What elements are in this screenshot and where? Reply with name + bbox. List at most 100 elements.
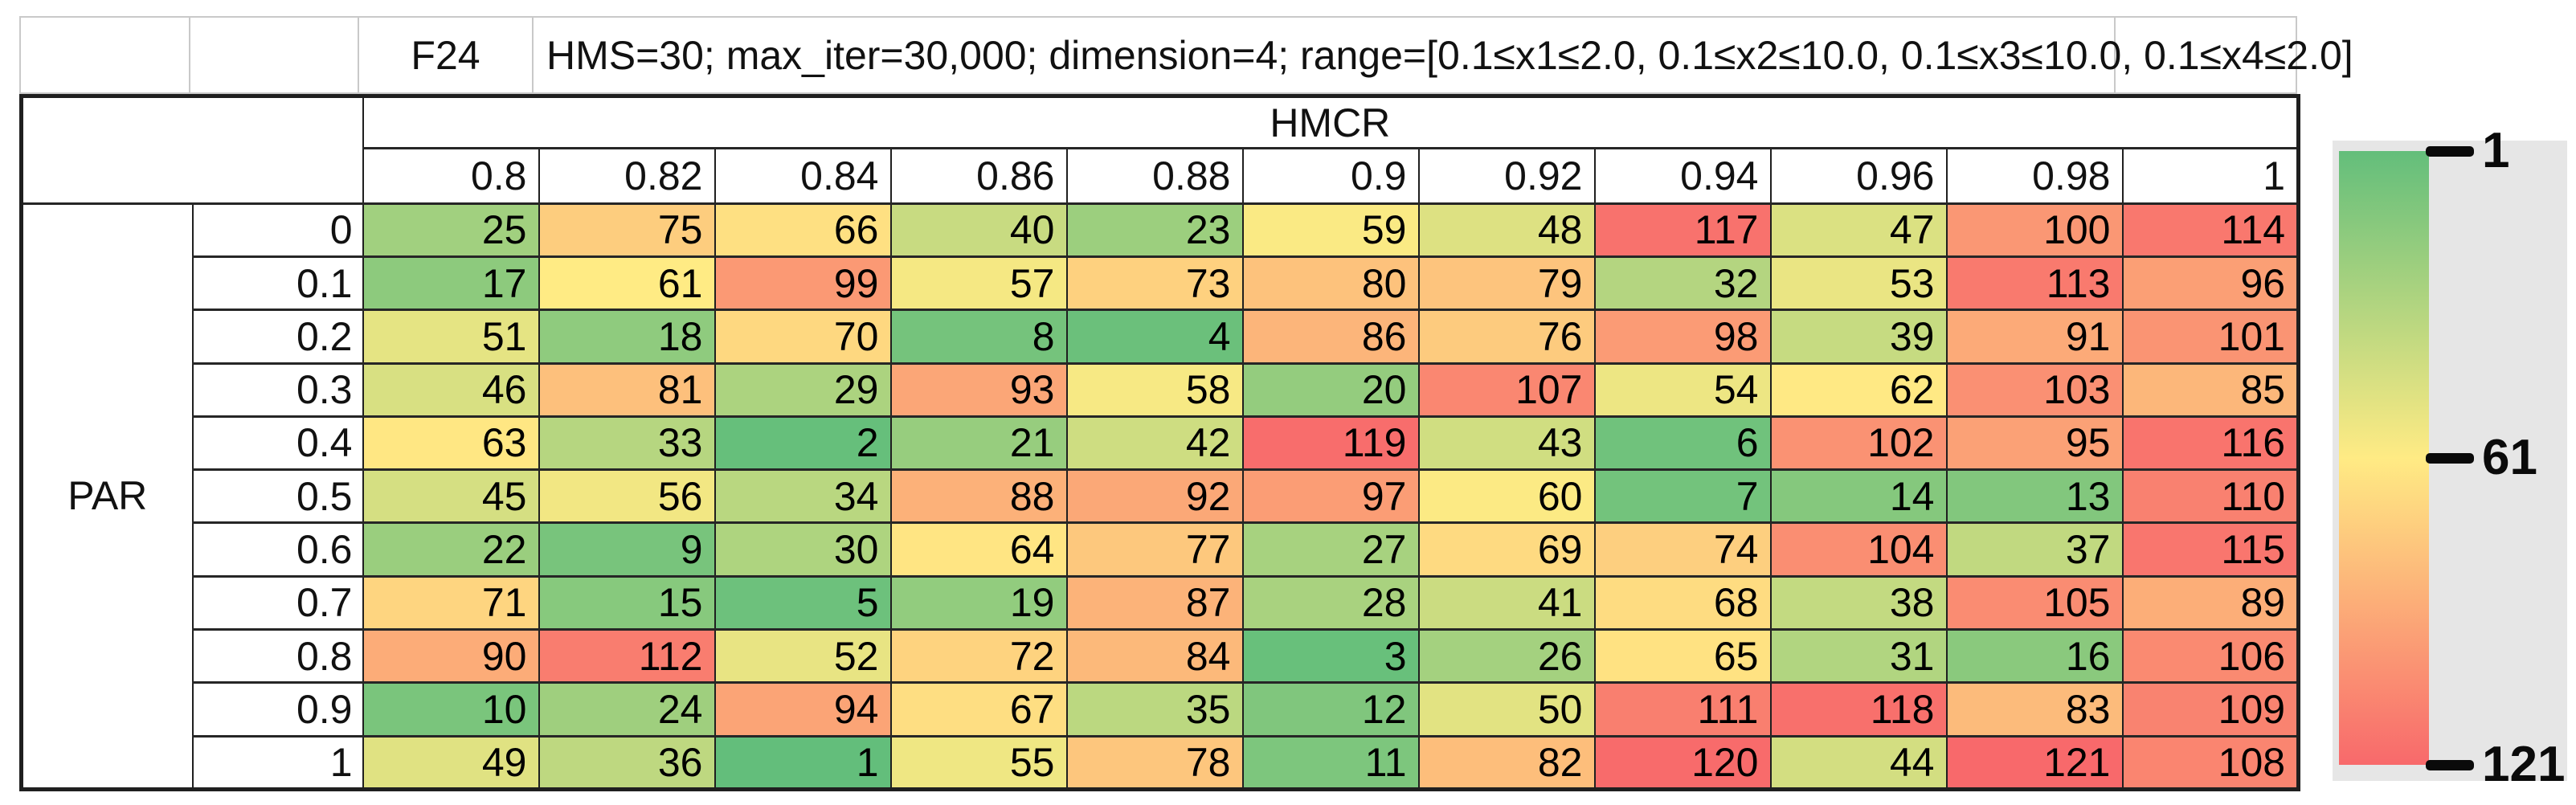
- col-header-0.94[interactable]: 0.94: [1593, 147, 1772, 205]
- heatmap-cell[interactable]: 116: [2121, 415, 2300, 472]
- heatmap-cell[interactable]: 43: [1417, 415, 1596, 472]
- corner-cell[interactable]: [20, 95, 364, 205]
- heatmap-cell[interactable]: 104: [1769, 521, 1948, 578]
- heatmap-cell[interactable]: 121: [1945, 734, 2124, 791]
- heatmap-cell[interactable]: 113: [1945, 255, 2124, 312]
- col-header-1[interactable]: 1: [2121, 147, 2300, 205]
- heatmap-cell[interactable]: 6: [1593, 415, 1772, 472]
- row-label-0.9[interactable]: 0.9: [191, 681, 364, 738]
- heatmap-cell[interactable]: 39: [1769, 309, 1948, 365]
- heatmap-cell[interactable]: 60: [1417, 468, 1596, 525]
- heatmap-cell[interactable]: 7: [1593, 468, 1772, 525]
- heatmap-cell[interactable]: 8: [889, 309, 1068, 365]
- heatmap-cell[interactable]: 5: [714, 574, 892, 631]
- col-header-0.92[interactable]: 0.92: [1417, 147, 1596, 205]
- settings-cell[interactable]: HMS=30; max_iter=30,000; dimension=4; ra…: [534, 18, 2353, 92]
- heatmap-cell[interactable]: 34: [714, 468, 892, 525]
- heatmap-cell[interactable]: 27: [1241, 521, 1420, 578]
- heatmap-cell[interactable]: 58: [1065, 362, 1244, 418]
- heatmap-cell[interactable]: 81: [538, 362, 716, 418]
- heatmap-cell[interactable]: 69: [1417, 521, 1596, 578]
- heatmap-cell[interactable]: 45: [362, 468, 540, 525]
- heatmap-cell[interactable]: 77: [1065, 521, 1244, 578]
- heatmap-cell[interactable]: 52: [714, 627, 892, 684]
- heatmap-cell[interactable]: 48: [1417, 202, 1596, 258]
- heatmap-cell[interactable]: 47: [1769, 202, 1948, 258]
- heatmap-cell[interactable]: 68: [1593, 574, 1772, 631]
- row-label-1[interactable]: 1: [191, 734, 364, 791]
- heatmap-cell[interactable]: 35: [1065, 681, 1244, 738]
- heatmap-cell[interactable]: 95: [1945, 415, 2124, 472]
- heatmap-cell[interactable]: 74: [1593, 521, 1772, 578]
- heatmap-cell[interactable]: 92: [1065, 468, 1244, 525]
- heatmap-cell[interactable]: 83: [1945, 681, 2124, 738]
- col-header-0.9[interactable]: 0.9: [1241, 147, 1420, 205]
- heatmap-cell[interactable]: 108: [2121, 734, 2300, 791]
- heatmap-cell[interactable]: 107: [1417, 362, 1596, 418]
- heatmap-cell[interactable]: 2: [714, 415, 892, 472]
- heatmap-cell[interactable]: 82: [1417, 734, 1596, 791]
- heatmap-cell[interactable]: 71: [362, 574, 540, 631]
- heatmap-cell[interactable]: 11: [1241, 734, 1420, 791]
- heatmap-cell[interactable]: 50: [1417, 681, 1596, 738]
- heatmap-cell[interactable]: 57: [889, 255, 1068, 312]
- heatmap-cell[interactable]: 44: [1769, 734, 1948, 791]
- col-header-0.86[interactable]: 0.86: [889, 147, 1068, 205]
- col-header-0.8[interactable]: 0.8: [362, 147, 540, 205]
- heatmap-cell[interactable]: 41: [1417, 574, 1596, 631]
- heatmap-cell[interactable]: 98: [1593, 309, 1772, 365]
- heatmap-cell[interactable]: 105: [1945, 574, 2124, 631]
- heatmap-cell[interactable]: 93: [889, 362, 1068, 418]
- heatmap-cell[interactable]: 22: [362, 521, 540, 578]
- heatmap-cell[interactable]: 23: [1065, 202, 1244, 258]
- heatmap-cell[interactable]: 54: [1593, 362, 1772, 418]
- heatmap-cell[interactable]: 4: [1065, 309, 1244, 365]
- heatmap-cell[interactable]: 85: [2121, 362, 2300, 418]
- col-header-0.82[interactable]: 0.82: [538, 147, 716, 205]
- heatmap-cell[interactable]: 59: [1241, 202, 1420, 258]
- heatmap-cell[interactable]: 26: [1417, 627, 1596, 684]
- heatmap-cell[interactable]: 73: [1065, 255, 1244, 312]
- heatmap-cell[interactable]: 33: [538, 415, 716, 472]
- heatmap-cell[interactable]: 49: [362, 734, 540, 791]
- heatmap-cell[interactable]: 120: [1593, 734, 1772, 791]
- row-label-0.7[interactable]: 0.7: [191, 574, 364, 631]
- heatmap-cell[interactable]: 87: [1065, 574, 1244, 631]
- row-label-0.2[interactable]: 0.2: [191, 309, 364, 365]
- col-axis-title[interactable]: HMCR: [362, 94, 2300, 150]
- heatmap-cell[interactable]: 15: [538, 574, 716, 631]
- heatmap-cell[interactable]: 19: [889, 574, 1068, 631]
- heatmap-cell[interactable]: 9: [538, 521, 716, 578]
- heatmap-cell[interactable]: 115: [2121, 521, 2300, 578]
- heatmap-cell[interactable]: 55: [889, 734, 1068, 791]
- heatmap-cell[interactable]: 66: [714, 202, 892, 258]
- heatmap-cell[interactable]: 86: [1241, 309, 1420, 365]
- col-header-0.84[interactable]: 0.84: [714, 147, 892, 205]
- heatmap-cell[interactable]: 25: [362, 202, 540, 258]
- heatmap-cell[interactable]: 28: [1241, 574, 1420, 631]
- heatmap-cell[interactable]: 119: [1241, 415, 1420, 472]
- heatmap-cell[interactable]: 111: [1593, 681, 1772, 738]
- heatmap-cell[interactable]: 37: [1945, 521, 2124, 578]
- heatmap-cell[interactable]: 75: [538, 202, 716, 258]
- heatmap-cell[interactable]: 70: [714, 309, 892, 365]
- heatmap-cell[interactable]: 31: [1769, 627, 1948, 684]
- heatmap-cell[interactable]: 101: [2121, 309, 2300, 365]
- row-axis-title[interactable]: PAR: [20, 202, 194, 791]
- heatmap-cell[interactable]: 56: [538, 468, 716, 525]
- heatmap-cell[interactable]: 112: [538, 627, 716, 684]
- heatmap-cell[interactable]: 53: [1769, 255, 1948, 312]
- row-label-0.5[interactable]: 0.5: [191, 468, 364, 525]
- heatmap-cell[interactable]: 32: [1593, 255, 1772, 312]
- heatmap-cell[interactable]: 10: [362, 681, 540, 738]
- heatmap-cell[interactable]: 1: [714, 734, 892, 791]
- heatmap-cell[interactable]: 117: [1593, 202, 1772, 258]
- title-empty-cell-3[interactable]: [2116, 18, 2296, 92]
- heatmap-cell[interactable]: 90: [362, 627, 540, 684]
- heatmap-cell[interactable]: 78: [1065, 734, 1244, 791]
- row-label-0.8[interactable]: 0.8: [191, 627, 364, 684]
- row-label-0[interactable]: 0: [191, 202, 364, 258]
- heatmap-cell[interactable]: 62: [1769, 362, 1948, 418]
- heatmap-cell[interactable]: 79: [1417, 255, 1596, 312]
- title-empty-cell-2[interactable]: [190, 18, 359, 92]
